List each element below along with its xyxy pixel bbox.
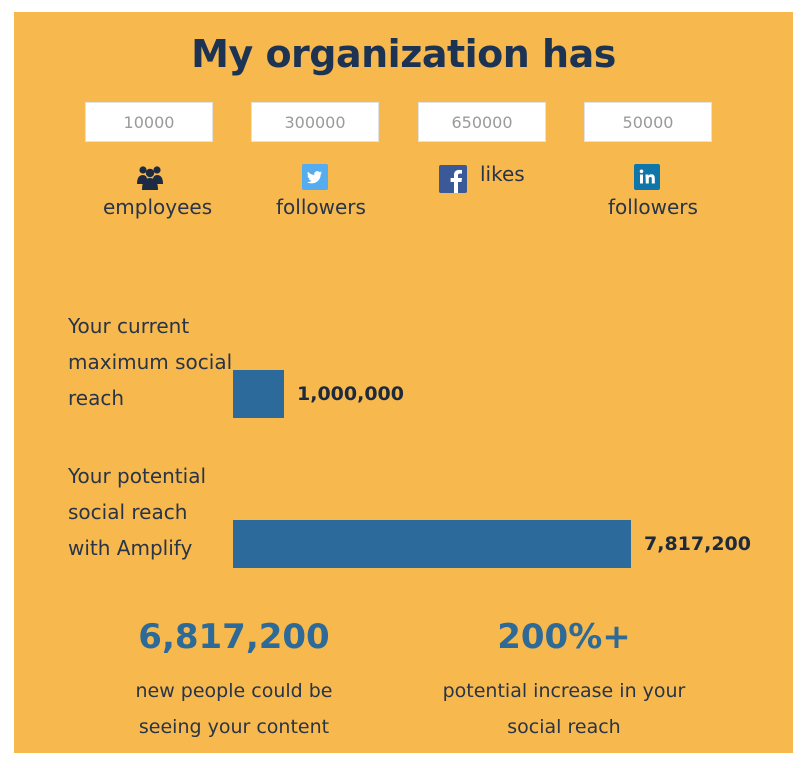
new-people-number: 6,817,200 [138,617,330,657]
twitter-icon [302,164,328,190]
current-reach-label-line: maximum social [68,350,233,374]
potential-reach-value: 7,817,200 [644,533,751,555]
linkedin-icon [634,164,660,190]
people-icon [136,164,163,190]
facebook-caption: likes [480,162,525,186]
potential-reach-label: Your potential social reach with Amplify [68,458,206,566]
linkedin-followers-input[interactable] [584,102,712,142]
new-people-text-line: new people could be [135,680,333,702]
potential-reach-bar [233,520,631,568]
current-reach-bar [233,370,284,418]
increase-text: potential increase in your social reach [414,673,714,745]
page-title: My organization has [191,32,616,76]
current-reach-label-line: Your current [68,314,190,338]
new-people-text-line: seeing your content [138,716,330,738]
current-reach-label: Your current maximum social reach [68,308,232,416]
reach-calculator-panel: My organization has employees followers [14,12,793,753]
employees-caption: employees [103,195,213,219]
employees-input[interactable] [85,102,213,142]
facebook-likes-input[interactable] [418,102,546,142]
current-reach-value: 1,000,000 [297,383,404,405]
new-people-text: new people could be seeing your content [94,673,374,745]
current-reach-label-line: reach [68,386,125,410]
twitter-followers-input[interactable] [251,102,379,142]
potential-reach-label-line: Your potential [68,464,207,488]
facebook-icon [439,165,467,193]
increase-number: 200%+ [497,617,631,657]
potential-reach-label-line: with Amplify [68,536,193,560]
potential-reach-label-line: social reach [68,500,188,524]
linkedin-caption: followers [608,195,698,219]
increase-text-line: potential increase in your [442,680,686,702]
twitter-caption: followers [276,195,366,219]
increase-text-line: social reach [507,716,621,738]
